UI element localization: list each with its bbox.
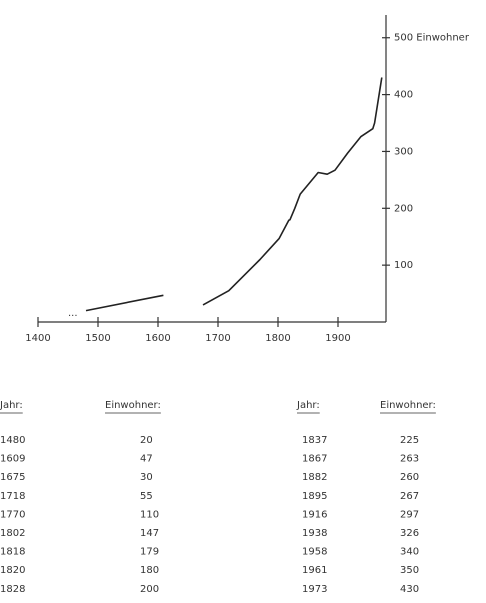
table-cell: 1837 [302, 435, 327, 446]
x-tick-label: 1500 [85, 333, 110, 344]
table-cell: 1718 [0, 491, 25, 502]
x-tick-label: 1900 [325, 333, 350, 344]
table-cell: 1938 [302, 528, 327, 539]
y-tick-label: 500 Einwohner [394, 33, 470, 44]
table-cell: 55 [140, 491, 153, 502]
table-cell: 1802 [0, 528, 25, 539]
table-cell: 430 [400, 584, 419, 595]
y-tick-label: 400 [394, 90, 413, 101]
table-cell: 1675 [0, 472, 25, 483]
y-tick-label: 300 [394, 146, 413, 157]
table-cell: 263 [400, 454, 419, 465]
table-cell: 47 [140, 454, 153, 465]
table-cell: 179 [140, 547, 159, 558]
table-cell: 1820 [0, 565, 25, 576]
table-cell: 180 [140, 565, 159, 576]
table-cell: 225 [400, 435, 419, 446]
table-cell: 350 [400, 565, 419, 576]
table-cell: 1958 [302, 547, 327, 558]
annotation: ... [68, 308, 78, 319]
x-tick-label: 1800 [265, 333, 290, 344]
table-cell: 200 [140, 584, 159, 595]
table-cell: 340 [400, 547, 419, 558]
table-cell: 1867 [302, 454, 327, 465]
table-cell: 147 [140, 528, 159, 539]
x-tick-label: 1600 [145, 333, 170, 344]
table-cell: 326 [400, 528, 419, 539]
table-cell: 1480 [0, 435, 25, 446]
line [85, 77, 383, 312]
table-cell: 267 [400, 491, 419, 502]
table-cell: 1961 [302, 565, 327, 576]
y-tick-label: 200 [394, 203, 413, 214]
table-cell: 1895 [302, 491, 327, 502]
table-cell: 1770 [0, 509, 25, 520]
table-cell: 1818 [0, 547, 25, 558]
table-cell: 297 [400, 509, 419, 520]
table-header: Einwohner: [105, 400, 161, 411]
table-cell: 110 [140, 509, 159, 520]
table-header: Jahr: [0, 400, 23, 411]
table-cell: 30 [140, 472, 153, 483]
x-tick-label: 1400 [25, 333, 50, 344]
y-tick-label: 100 [394, 260, 413, 271]
table-cell: 20 [140, 435, 153, 446]
table-cell: 1828 [0, 584, 25, 595]
table-cell: 1882 [302, 472, 327, 483]
table-cell: 1973 [302, 584, 327, 595]
table-header: Jahr: [296, 400, 320, 411]
x-tick-label: 1700 [205, 333, 230, 344]
table-cell: 1916 [302, 509, 327, 520]
table-cell: 1609 [0, 454, 25, 465]
table-header: Einwohner: [380, 400, 436, 411]
table-cell: 260 [400, 472, 419, 483]
